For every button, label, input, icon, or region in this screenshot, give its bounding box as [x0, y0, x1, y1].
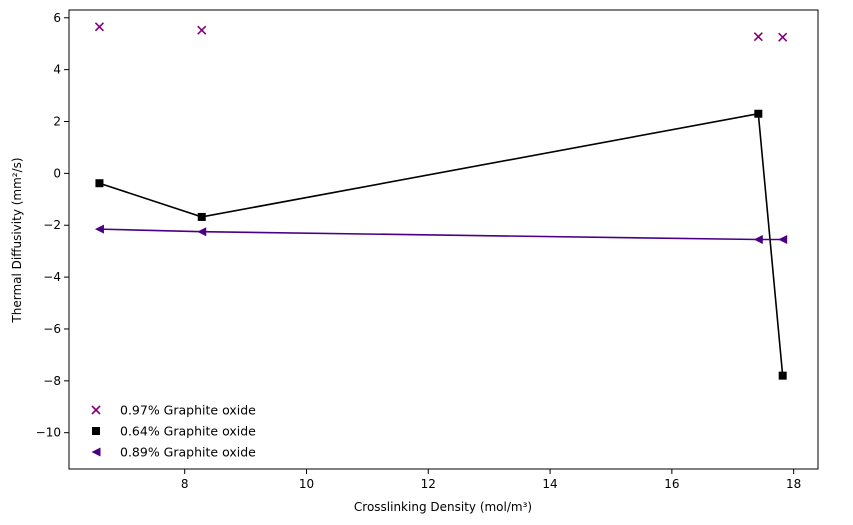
- y-axis-ticks: −10 −8 −6 −4 −2 0 2 4 6: [36, 11, 69, 440]
- data-point: [94, 22, 105, 32]
- x-tick-label: 14: [542, 477, 557, 491]
- x-tick-label: 18: [786, 477, 801, 491]
- y-tick-label: −4: [43, 270, 61, 284]
- data-point: [95, 179, 104, 188]
- y-tick-label: −6: [43, 322, 61, 336]
- data-point-stroke: [94, 22, 105, 32]
- y-tick-label: −10: [36, 426, 61, 440]
- data-point: [778, 32, 788, 42]
- y-tick-label: 0: [53, 166, 61, 180]
- data-point-stroke: [753, 32, 763, 42]
- y-tick-label: 4: [53, 63, 61, 77]
- series-line: [99, 112, 784, 376]
- y-tick-label: −8: [43, 374, 61, 388]
- series-0: [94, 22, 788, 42]
- legend-item: 0.97% Graphite oxide: [91, 403, 256, 418]
- data-point: [754, 109, 763, 118]
- series-layer: [94, 22, 788, 380]
- x-tick-label: 8: [181, 477, 189, 491]
- legend-marker: [91, 447, 101, 457]
- data-point-stroke: [197, 25, 207, 35]
- legend-item: 0.64% Graphite oxide: [92, 424, 256, 439]
- y-axis-label: Thermal Diffusivity (mm²/s): [10, 157, 24, 323]
- series-line: [99, 228, 783, 241]
- x-axis-label: Crosslinking Density (mol/m³): [354, 500, 532, 514]
- x-tick-label: 16: [664, 477, 679, 491]
- y-tick-label: 6: [53, 11, 61, 25]
- data-point: [778, 235, 788, 244]
- legend-label: 0.97% Graphite oxide: [120, 403, 256, 418]
- legend: 0.97% Graphite oxide 0.64% Graphite oxide…: [91, 403, 256, 460]
- axes-frame: [68, 9, 819, 470]
- series-2: [94, 224, 788, 244]
- data-point: [778, 371, 787, 380]
- legend-marker-stroke: [91, 405, 101, 415]
- series-1: [95, 109, 787, 380]
- data-point: [753, 32, 763, 42]
- legend-label: 0.89% Graphite oxide: [120, 445, 256, 460]
- legend-marker: [91, 405, 101, 415]
- data-point-stroke: [778, 32, 788, 42]
- data-point: [197, 25, 207, 35]
- legend-marker: [92, 427, 100, 435]
- y-tick-label: −2: [43, 218, 61, 232]
- x-tick-label: 10: [299, 477, 314, 491]
- legend-label: 0.64% Graphite oxide: [120, 424, 256, 439]
- data-point: [753, 235, 763, 244]
- data-point: [197, 227, 207, 237]
- data-point: [197, 212, 206, 221]
- legend-item: 0.89% Graphite oxide: [91, 445, 256, 460]
- data-point: [94, 224, 104, 234]
- y-tick-label: 2: [53, 115, 61, 129]
- x-axis-ticks: 8 10 12 14 16 18: [181, 469, 801, 491]
- x-tick-label: 12: [421, 477, 436, 491]
